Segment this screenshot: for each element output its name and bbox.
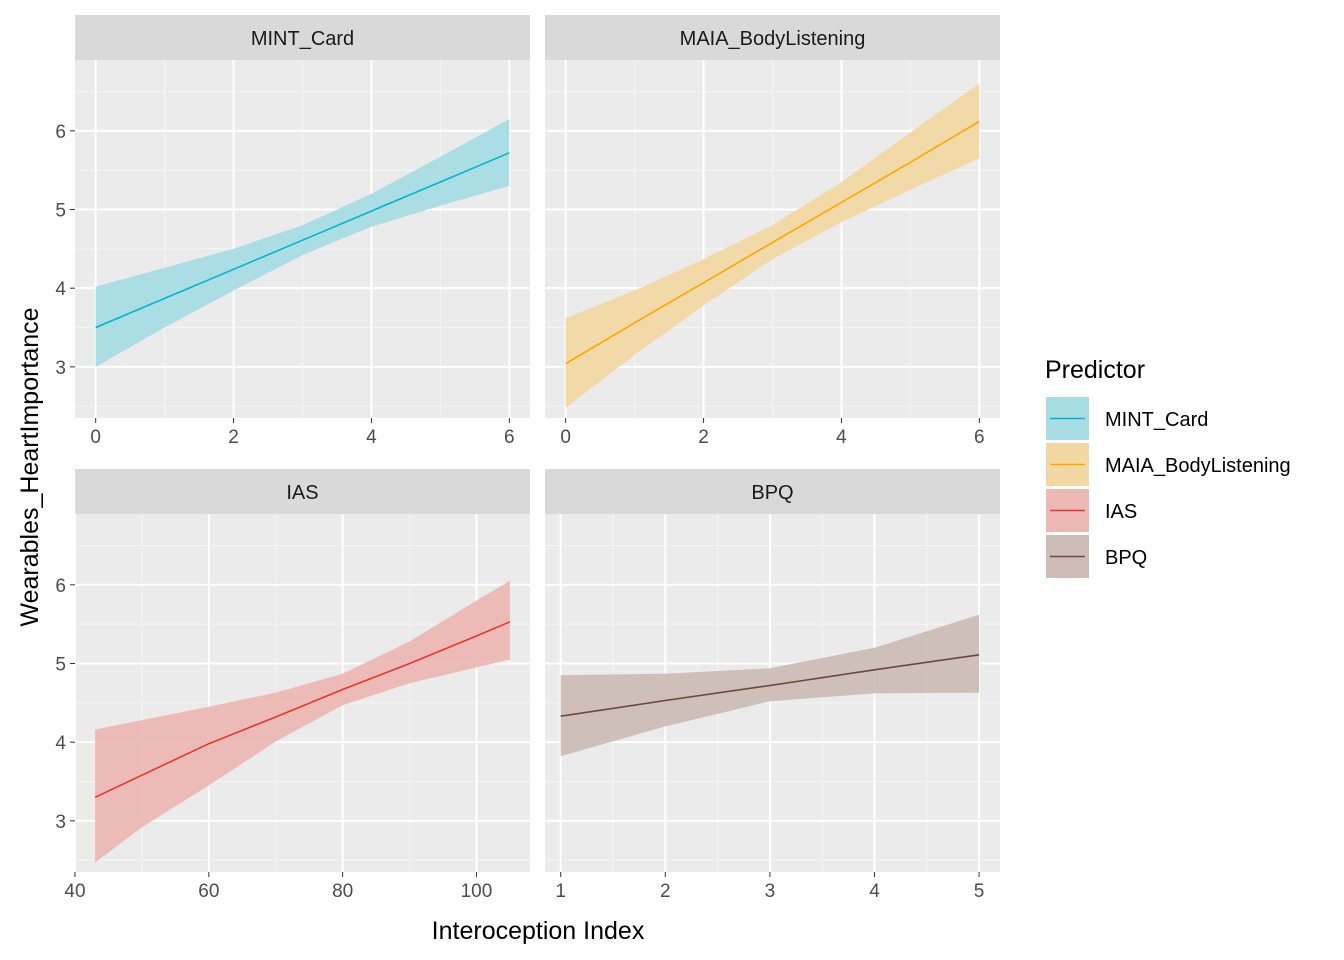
x-tick-label: 4 bbox=[869, 881, 880, 902]
x-tick-label: 5 bbox=[974, 881, 985, 902]
panel-IAS: IAS 3 4 5 6 40 60 80 100 bbox=[55, 469, 530, 902]
confidence-band-IAS bbox=[95, 580, 510, 863]
x-tick-label: 4 bbox=[836, 427, 847, 448]
legend-entries: MINT_Card MAIA_BodyListening IAS BPQ bbox=[1046, 397, 1291, 578]
confidence-band-MINT_Card bbox=[95, 119, 510, 367]
legend-label: IAS bbox=[1105, 501, 1137, 523]
x-tick-label: 60 bbox=[198, 881, 219, 902]
y-axis-title: Wearables_HeartImportance bbox=[16, 307, 44, 626]
x-axis-title: Interoception Index bbox=[432, 917, 645, 945]
x-tick-label: 40 bbox=[64, 881, 85, 902]
x-tick-label: 4 bbox=[366, 427, 377, 448]
legend: Predictor MINT_Card MAIA_BodyListening IAS… bbox=[1045, 356, 1291, 578]
panel-BPQ: BPQ 1 2 3 4 5 bbox=[545, 469, 1000, 902]
x-tick-label: 3 bbox=[765, 881, 776, 902]
facet-strip-label: BPQ bbox=[751, 482, 793, 504]
y-tick-label: 5 bbox=[55, 654, 66, 675]
fit-line-MAIA_BodyListening bbox=[565, 120, 980, 365]
y-tick-label: 5 bbox=[55, 200, 66, 221]
facet-strip-label: MINT_Card bbox=[251, 28, 354, 50]
legend-title: Predictor bbox=[1045, 356, 1145, 384]
x-tick-label: 2 bbox=[660, 881, 671, 902]
fit-line-IAS bbox=[94, 621, 511, 799]
x-tick-label: 1 bbox=[555, 881, 566, 902]
panel-MINT_Card: MINT_Card 3 4 5 6 0 2 4 6 bbox=[55, 15, 530, 448]
y-tick-label: 6 bbox=[55, 576, 66, 597]
x-tick-label: 2 bbox=[228, 427, 239, 448]
legend-label: BPQ bbox=[1105, 547, 1147, 569]
panel-MAIA_BodyListening: MAIA_BodyListening 0 2 4 6 bbox=[545, 15, 1000, 448]
x-tick-label: 6 bbox=[504, 427, 515, 448]
facet-strip bbox=[545, 15, 1000, 60]
legend-entry-IAS: IAS bbox=[1046, 489, 1137, 532]
fit-line-MINT_Card bbox=[95, 152, 510, 329]
facet-strip-label: MAIA_BodyListening bbox=[680, 28, 866, 50]
facet-strip-label: IAS bbox=[286, 482, 318, 504]
y-tick-label: 3 bbox=[55, 812, 66, 833]
y-tick-label: 4 bbox=[55, 733, 66, 754]
x-tick-label: 0 bbox=[90, 427, 101, 448]
y-tick-label: 4 bbox=[55, 279, 66, 300]
legend-label: MINT_Card bbox=[1105, 409, 1208, 431]
legend-entry-MINT_Card: MINT_Card bbox=[1046, 397, 1208, 440]
x-tick-label: 100 bbox=[461, 881, 493, 902]
legend-label: MAIA_BodyListening bbox=[1105, 455, 1291, 477]
x-tick-label: 0 bbox=[560, 427, 571, 448]
fit-line-BPQ bbox=[560, 654, 980, 717]
facet-strip bbox=[545, 469, 1000, 514]
y-tick-label: 3 bbox=[55, 358, 66, 379]
legend-entry-BPQ: BPQ bbox=[1046, 535, 1147, 578]
x-tick-label: 80 bbox=[332, 881, 353, 902]
facet-strip bbox=[75, 15, 530, 60]
x-tick-label: 6 bbox=[974, 427, 985, 448]
facet-strip bbox=[75, 469, 530, 514]
legend-entry-MAIA_BodyListening: MAIA_BodyListening bbox=[1046, 443, 1291, 486]
confidence-band-MAIA_BodyListening bbox=[565, 83, 980, 408]
y-tick-label: 6 bbox=[55, 122, 66, 143]
x-tick-label: 2 bbox=[698, 427, 709, 448]
